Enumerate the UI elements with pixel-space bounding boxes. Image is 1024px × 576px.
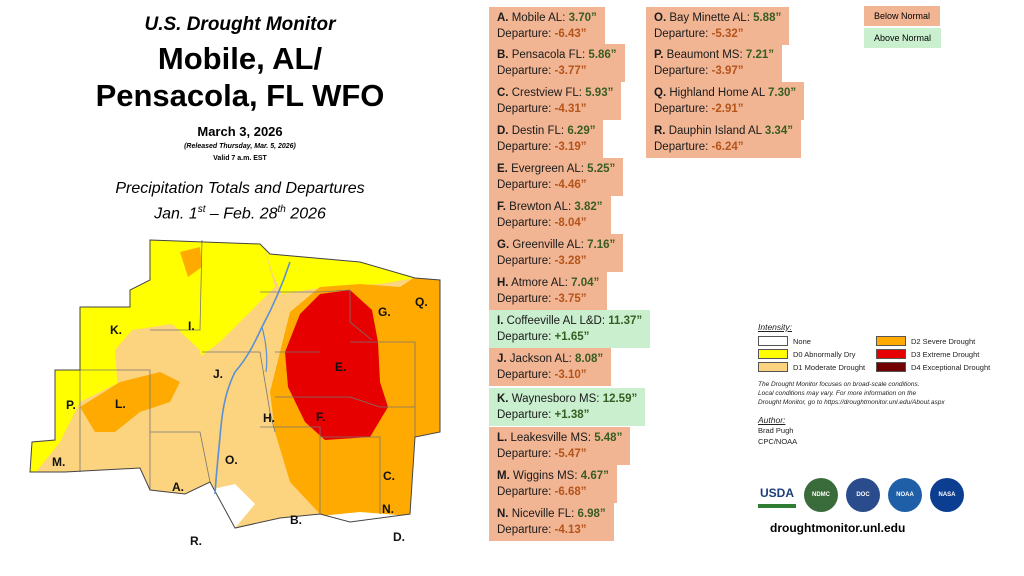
station-f: F. Brewton AL: 3.82” Departure: -8.04”	[489, 196, 611, 234]
usda-logo: USDA	[758, 482, 796, 508]
swatch-d1	[758, 362, 788, 372]
noaa-logo: NOAA	[888, 478, 922, 512]
map-d2-west	[80, 372, 180, 432]
legend-below-normal: Below Normal	[864, 6, 941, 26]
map-label-k: K.	[110, 323, 122, 337]
author-org: CPC/NOAA	[758, 437, 798, 446]
map-label-l: L.	[115, 397, 126, 411]
legend-d4: D4 Exceptional Drought	[876, 362, 994, 372]
map-label-q: Q.	[415, 295, 428, 309]
station-n: N. Niceville FL: 6.98” Departure: -4.13”	[489, 503, 614, 541]
map-label-a: A.	[172, 480, 184, 494]
map-d1-central	[115, 324, 210, 494]
station-m: M. Wiggins MS: 4.67” Departure: -6.68”	[489, 465, 617, 503]
title-line-1: Mobile, AL/	[157, 41, 323, 76]
station-a: A. Mobile AL: 3.70” Departure: -6.43”	[489, 7, 605, 45]
map-label-d: D.	[393, 530, 405, 544]
river-line	[214, 261, 291, 495]
legend-none: None	[758, 336, 876, 346]
map-label-f: F.	[316, 410, 325, 424]
station-j: J. Jackson AL: 8.08” Departure: -3.10”	[489, 348, 612, 386]
station-o: O. Bay Minette AL: 5.88” Departure: -5.32…	[646, 7, 790, 45]
swatch-d0	[758, 349, 788, 359]
title-line-2: Pensacola, FL WFO	[95, 78, 385, 113]
swatch-d2	[876, 336, 906, 346]
legend-d1: D1 Moderate Drought	[758, 362, 876, 372]
map-label-h: H.	[263, 411, 275, 425]
map-label-m: M.	[52, 455, 65, 469]
station-q: Q. Highland Home AL 7.30” Departure: -2.9…	[646, 82, 805, 120]
station-g: G. Greenville AL: 7.16” Departure: -3.28”	[489, 234, 624, 272]
author-title: Author:	[758, 415, 786, 425]
map-label-c: C.	[383, 469, 395, 483]
station-e: E. Evergreen AL: 5.25” Departure: -4.46”	[489, 158, 624, 196]
map-label-o: O.	[225, 453, 238, 467]
station-r: R. Dauphin Island AL 3.34” Departure: -6.…	[646, 120, 801, 158]
nasa-logo: NASA	[930, 478, 964, 512]
section-line-2: Jan. 1st – Feb. 28th 2026	[154, 204, 326, 223]
river-branch	[261, 326, 268, 373]
section-heading: Precipitation Totals and Departures Jan.…	[60, 178, 420, 224]
station-k: K. Waynesboro MS: 12.59” Departure: +1.38…	[489, 388, 646, 426]
swatch-d3	[876, 349, 906, 359]
station-i: I. Coffeeville AL L&D: 11.37” Departure: …	[489, 310, 651, 348]
station-p: P. Beaumont MS: 7.21” Departure: -3.97”	[646, 44, 783, 82]
map-outline	[29, 239, 441, 529]
section-line-1: Precipitation Totals and Departures	[115, 180, 365, 197]
station-h: H. Atmore AL: 7.04” Departure: -3.75”	[489, 272, 608, 310]
legend-d0: D0 Abnormally Dry	[758, 349, 876, 359]
station-l: L. Leakesville MS: 5.48” Departure: -5.47…	[489, 427, 631, 465]
monitor-note: The Drought Monitor focuses on broad-sca…	[758, 381, 945, 406]
station-c: C. Crestview FL: 5.93” Departure: -4.31”	[489, 82, 622, 120]
map-date: March 3, 2026	[197, 124, 283, 139]
map-label-p: P.	[66, 398, 76, 412]
drought-map: A. B. C. D. E. F. G. H. I. J. K. L. M. N…	[29, 239, 441, 548]
map-title: Mobile, AL/ Pensacola, FL WFO	[60, 40, 420, 114]
agency-logos: USDA NDMC DOC NOAA NASA	[758, 478, 964, 512]
station-b: B. Pensacola FL: 5.86” Departure: -3.77”	[489, 44, 625, 82]
map-label-r: R.	[190, 534, 202, 548]
release-note: (Released Thursday, Mar. 5, 2026)	[184, 143, 296, 150]
map-label-n: N.	[382, 502, 394, 516]
map-label-g: G.	[378, 305, 391, 319]
map-label-b: B.	[290, 513, 302, 527]
map-d3-area	[285, 290, 388, 440]
valid-time: Valid 7 a.m. EST	[213, 155, 267, 162]
intensity-legend: Intensity: None D2 Severe Drought D0 Abn…	[758, 322, 998, 447]
county-lines	[79, 239, 416, 514]
legend-above-normal: Above Normal	[864, 28, 942, 48]
doc-logo: DOC	[846, 478, 880, 512]
swatch-none	[758, 336, 788, 346]
author-name: Brad Pugh	[758, 426, 794, 435]
monitor-subtitle: U.S. Drought Monitor	[144, 14, 336, 35]
swatch-d4	[876, 362, 906, 372]
ndmc-logo: NDMC	[804, 478, 838, 512]
map-label-i: I.	[188, 319, 195, 333]
map-label-e: E.	[335, 360, 346, 374]
map-d2-north	[180, 247, 202, 277]
map-label-j: J.	[213, 367, 223, 381]
legend-d2: D2 Severe Drought	[876, 336, 994, 346]
legend-d3: D3 Extreme Drought	[876, 349, 994, 359]
site-url: droughtmonitor.unl.edu	[770, 521, 906, 535]
intensity-title: Intensity:	[758, 322, 793, 332]
station-d: D. Destin FL: 6.29” Departure: -3.19”	[489, 120, 604, 158]
